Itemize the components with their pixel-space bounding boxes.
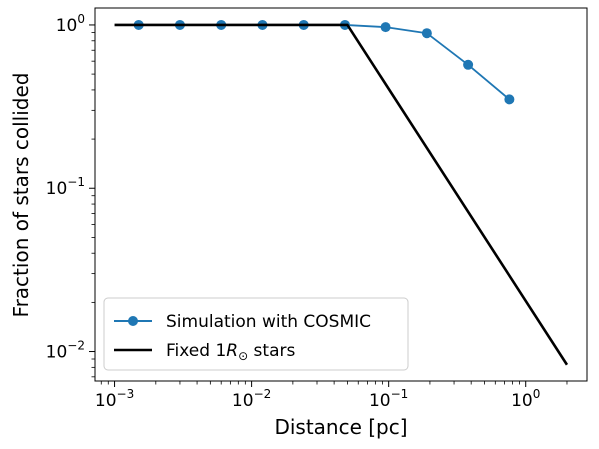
- legend-label-fixed-suffix: stars: [248, 341, 295, 361]
- legend-label-fixed-symbol: R: [226, 341, 238, 361]
- legend-marker-simulation: [128, 316, 138, 326]
- x-axis-ticks: 10−3 10−2 10−1 100: [95, 381, 568, 411]
- plot-frame: [94, 7, 588, 382]
- y-axis-label: Fraction of stars collided: [9, 73, 33, 318]
- data-point: [421, 28, 432, 39]
- series-line-1: [114, 23, 569, 366]
- x-tick-label: 10−3: [95, 387, 134, 411]
- series-layer: [114, 19, 569, 366]
- legend: Simulation with COSMIC Fixed 1R⊙ stars: [103, 297, 409, 371]
- y-tick-label: 10−1: [46, 175, 85, 199]
- y-tick-label: 10−2: [46, 339, 85, 363]
- data-point: [463, 59, 474, 70]
- legend-label-fixed: Fixed 1R⊙ stars: [166, 341, 295, 363]
- x-tick-label: 10−1: [369, 387, 408, 411]
- legend-frame: [103, 297, 409, 371]
- data-point: [504, 94, 515, 105]
- y-axis-ticks: 10−2 10−1 100: [46, 12, 95, 378]
- legend-label-fixed-prefix: Fixed 1: [166, 341, 226, 361]
- x-tick-label: 100: [511, 387, 540, 411]
- legend-label-fixed-subscript: ⊙: [238, 349, 248, 363]
- x-axis-label: Distance [pc]: [274, 415, 407, 439]
- x-tick-label: 10−2: [232, 387, 271, 411]
- y-tick-label: 100: [56, 12, 85, 36]
- data-point: [380, 22, 391, 33]
- legend-label-simulation: Simulation with COSMIC: [166, 312, 371, 332]
